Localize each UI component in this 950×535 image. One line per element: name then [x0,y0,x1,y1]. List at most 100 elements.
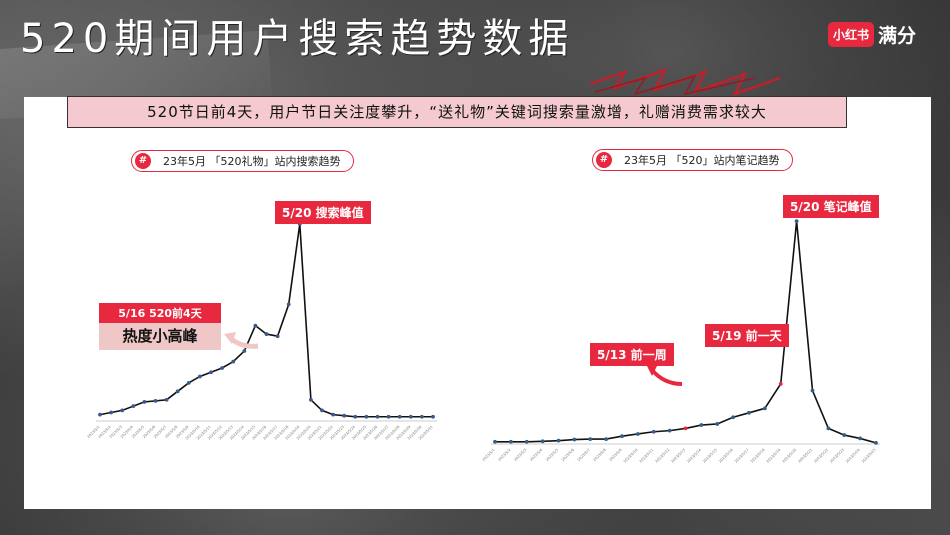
right-chart-point [826,426,831,431]
left-chart-point [386,414,391,419]
left-chart-point [408,414,413,419]
subtitle-banner: 520节日前4天，用户节日关注度攀升，“送礼物”关键词搜索量激增，礼赠消费需求较… [67,96,847,128]
left-chart-point [264,332,269,336]
left-chart-title-pill: # 23年5月 「520礼物」站内搜索趋势 [131,150,354,172]
right-chart-point [493,439,497,444]
right-chart-point [556,438,561,443]
right-chart-title-pill: # 23年5月 「520」站内笔记趋势 [592,149,793,171]
brand-logo: 小红书 满分 [828,20,916,48]
right-chart-tick-label: 2023/5/4 [529,447,544,462]
right-chart-tick-label: 2023/5/22 [813,448,829,464]
right-chart-tick-label: 2023/5/20 [781,447,797,463]
left-chart-point [253,323,258,328]
right-chart-tick-label: 2023/5/5 [545,448,559,462]
right-chart-point [874,440,878,445]
right-chart-point [651,429,656,434]
left-peak-tag: 5/20 搜索峰值 [275,201,371,224]
left-chart-point [209,370,213,375]
right-chart-tick-label: 2023/5/21 [797,448,813,464]
left-small-peak-tag-date: 5/16 520前4天 [99,303,221,323]
right-chart-tick-label: 2023/5/19 [766,447,782,463]
left-small-peak-tag-text: 热度小高峰 [122,327,198,345]
left-chart-point [342,413,347,418]
right-chart-tick-label: 2023/5/12 [654,448,670,464]
left-chart-point [164,397,169,402]
hashtag-icon: # [596,152,612,168]
left-chart-point [220,366,225,370]
right-chart-tick-label: 2023/5/23 [829,448,845,464]
right-chart-tick-label: 2023/5/3 [513,448,527,462]
right-chart-point [810,388,815,393]
right-chart-tick-label: 2023/5/10 [623,447,639,463]
right-chart-point [572,437,577,442]
right-chart-tick-label: 2023/5/9 [608,447,623,462]
left-chart-point [375,414,380,419]
brand-logo-box: 小红书 [828,21,875,47]
left-chart-point [286,302,291,307]
right-chart-tick-label: 2023/5/14 [686,447,702,463]
right-chart-point [667,428,672,433]
left-chart-point [275,334,280,339]
left-chart-point [142,400,147,404]
right-chart-tick-label: 2023/5/8 [593,447,608,462]
brand-logo-text: 满分 [878,24,917,47]
right-arrow-icon [646,364,683,386]
left-chart-point [175,389,180,394]
left-chart-point [231,359,236,364]
right-chart-tick-label: 2023/5/6 [561,447,576,462]
right-chart-series-line [495,221,877,444]
left-chart-point [131,404,136,409]
left-chart-point [98,412,102,417]
right-chart-point [715,422,720,426]
right-chart-tick-label: 2023/5/16 [718,447,734,463]
left-chart-point [420,414,424,419]
right-chart-point [588,437,593,441]
right-chart-title: 23年5月 「520」站内笔记趋势 [624,154,780,167]
right-chart-tick-label: 2023/5/18 [750,447,766,463]
right-chart-tick-label: 2023/5/7 [577,448,591,462]
right-chart-point [699,423,704,427]
right-chart-point [858,436,863,441]
left-chart-point [397,414,402,419]
left-arrow-icon [224,332,259,349]
left-chart-point [331,412,335,417]
right-chart-tick-label: 2023/5/2 [497,448,511,462]
right-chart-tick-label: 2023/5/25 [861,448,877,464]
hashtag-icon: # [135,153,151,169]
left-small-peak-tag: 5/16 520前4天 热度小高峰 [99,303,221,350]
right-chart-point [635,432,640,436]
page-title: 520期间用户搜索趋势数据 [20,16,575,62]
right-chart-point [540,439,545,444]
right-chart-point [524,439,529,444]
right-chart-point [731,415,736,420]
right-chart-point [747,410,751,415]
left-chart-point [153,398,158,403]
right-chart-point [842,433,847,437]
left-chart-point [120,408,125,413]
left-chart-point [198,374,202,379]
right-chart-point [508,439,513,444]
right-chart-tick-label: 2023/5/1 [481,448,495,462]
right-chart-tick-label: 2023/5/13 [670,448,686,464]
left-chart-title: 23年5月 「520礼物」站内搜索趋势 [163,155,341,168]
scribble-decoration [589,67,781,97]
right-week-before-tag: 5/13 前一周 [590,343,674,366]
left-chart-point [431,414,435,419]
left-chart-point [109,410,113,415]
left-chart-point [353,414,358,419]
right-chart-point [620,434,624,439]
right-chart-tick-label: 2023/5/11 [639,448,655,464]
right-chart-tick-label: 2023/5/17 [734,448,750,464]
right-chart-point [794,219,799,224]
right-chart-point [604,437,609,441]
right-chart-point [762,406,767,411]
left-chart-point [242,349,247,353]
right-chart-tick-label: 2023/5/15 [702,448,718,464]
right-day-before-tag: 5/19 前一天 [705,324,789,347]
right-chart-point [778,381,783,386]
left-chart-point [186,380,191,385]
left-chart-point [320,408,324,413]
left-chart-point [364,414,369,419]
